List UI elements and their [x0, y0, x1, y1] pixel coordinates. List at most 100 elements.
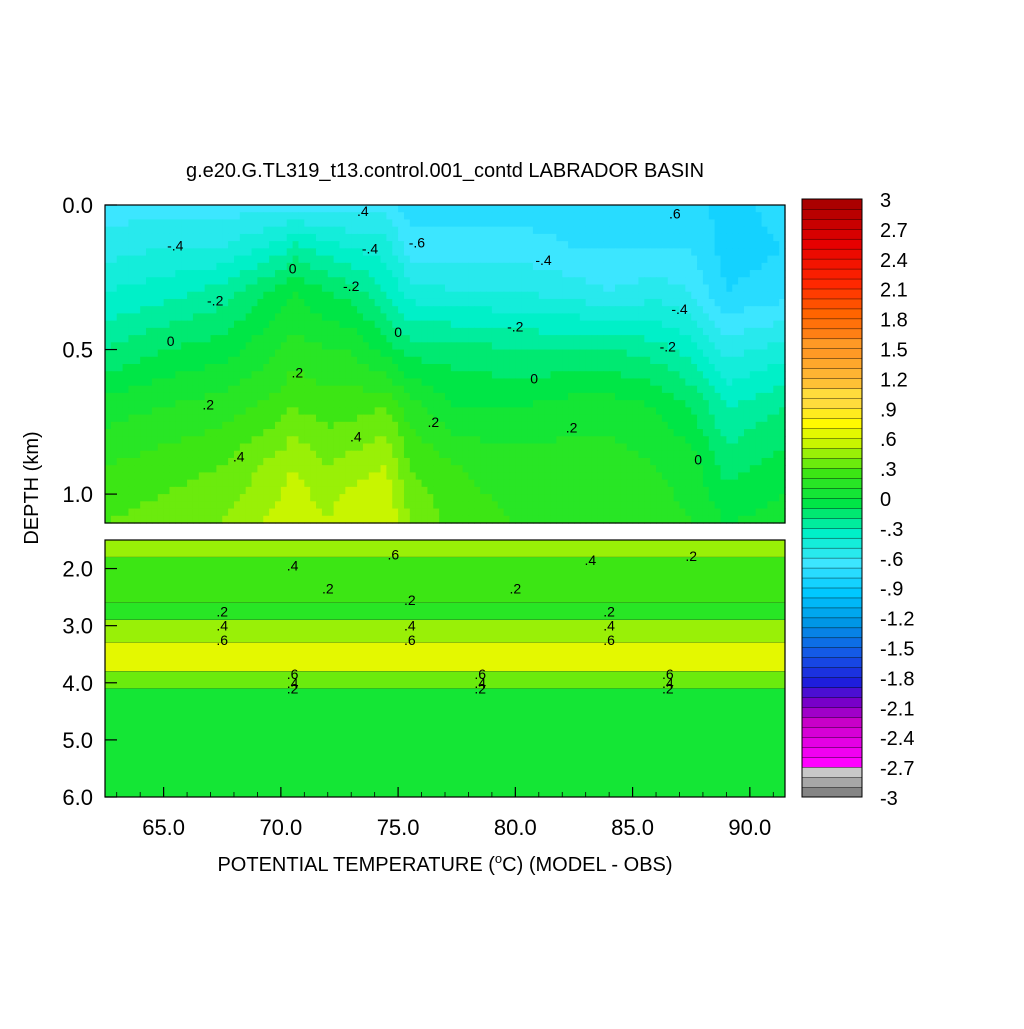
heatmap-cell [146, 414, 153, 423]
heatmap-cell [105, 508, 112, 517]
heatmap-cell [550, 407, 557, 416]
heatmap-cell [714, 277, 722, 286]
heatmap-cell [726, 486, 733, 495]
heatmap-cell [333, 320, 341, 329]
heatmap-cell [661, 255, 669, 264]
heatmap-cell [638, 306, 645, 315]
heatmap-cell [151, 429, 159, 437]
heatmap-cell [521, 248, 528, 257]
heatmap-cell [450, 392, 458, 401]
heatmap-cell [779, 306, 786, 315]
heatmap-cell [743, 400, 751, 408]
heatmap-cell [726, 306, 733, 315]
heatmap-cell [239, 313, 247, 322]
heatmap-cell [597, 212, 604, 221]
heatmap-cell [357, 248, 364, 257]
heatmap-cell [304, 291, 311, 300]
heatmap-cell [491, 414, 499, 423]
heatmap-cell [140, 313, 147, 322]
heatmap-cell [491, 298, 499, 307]
heatmap-cell [280, 429, 288, 437]
heatmap-cell [638, 219, 645, 228]
heatmap-cell [116, 378, 124, 387]
heatmap-cell [116, 255, 124, 264]
heatmap-cell [280, 392, 288, 401]
heatmap-cell [304, 233, 311, 242]
heatmap-cell [679, 479, 686, 488]
heatmap-cell [280, 457, 288, 466]
heatmap-cell [538, 291, 546, 300]
heatmap-cell [480, 429, 487, 437]
heatmap-cell [140, 212, 147, 221]
heatmap-cell [603, 436, 610, 445]
heatmap-cell [357, 226, 364, 235]
heatmap-cell [632, 479, 640, 488]
heatmap-cell [245, 494, 253, 502]
heatmap-cell [708, 284, 716, 293]
heatmap-cell [773, 349, 780, 358]
heatmap-cell [421, 284, 429, 293]
heatmap-cell [450, 226, 458, 235]
heatmap-cell [310, 212, 317, 221]
heatmap-cell [339, 465, 346, 474]
heatmap-cell [644, 364, 651, 372]
heatmap-cell [626, 320, 634, 329]
heatmap-cell [474, 494, 481, 502]
heatmap-cell [403, 327, 411, 336]
heatmap-cell [738, 479, 745, 488]
heatmap-cell [585, 205, 593, 213]
heatmap-cell [626, 457, 634, 466]
heatmap-cell [779, 494, 786, 502]
heatmap-cell [445, 457, 452, 466]
heatmap-cell [585, 414, 593, 423]
heatmap-cell [333, 501, 341, 510]
heatmap-cell [210, 342, 217, 351]
heatmap-cell [579, 349, 587, 358]
heatmap-cell [257, 342, 264, 351]
heatmap-cell [544, 450, 552, 459]
heatmap-cell [456, 226, 464, 235]
heatmap-cell [503, 494, 511, 502]
heatmap-cell [134, 255, 141, 264]
heatmap-cell [509, 400, 516, 408]
heatmap-cell [691, 436, 698, 445]
heatmap-cell [251, 378, 259, 387]
heatmap-cell [327, 371, 335, 380]
heatmap-cell [140, 291, 147, 300]
heatmap-cell [732, 414, 739, 423]
heatmap-cell [275, 342, 282, 351]
heatmap-cell [638, 421, 645, 430]
heatmap-cell [615, 255, 622, 264]
heatmap-cell [644, 414, 651, 423]
heatmap-cell [486, 233, 493, 242]
heatmap-cell [503, 450, 511, 459]
heatmap-cell [163, 335, 171, 343]
heatmap-cell [286, 270, 294, 278]
heatmap-cell [468, 479, 475, 488]
heatmap-cell [392, 429, 399, 437]
heatmap-cell [403, 457, 411, 466]
heatmap-cell [192, 443, 200, 452]
heatmap-cell [175, 313, 182, 322]
heatmap-cell [474, 205, 481, 213]
heatmap-cell [685, 436, 692, 445]
heatmap-cell [310, 320, 317, 329]
heatmap-cell [233, 306, 241, 315]
heatmap-cell [732, 465, 739, 474]
heatmap-cell [538, 486, 546, 495]
heatmap-cell [298, 219, 305, 228]
heatmap-cell [357, 392, 364, 401]
heatmap-cell [573, 313, 581, 322]
heatmap-cell [503, 262, 511, 271]
heatmap-cell [362, 450, 370, 459]
heatmap-cell [351, 349, 358, 358]
heatmap-cell [310, 335, 317, 343]
heatmap-cell [269, 479, 276, 488]
heatmap-cell [292, 313, 300, 322]
heatmap-cell [351, 501, 358, 510]
heatmap-cell [509, 385, 516, 394]
heatmap-cell [556, 270, 563, 278]
heatmap-cell [638, 320, 645, 329]
heatmap-cell [169, 226, 176, 235]
heatmap-cell [409, 378, 417, 387]
